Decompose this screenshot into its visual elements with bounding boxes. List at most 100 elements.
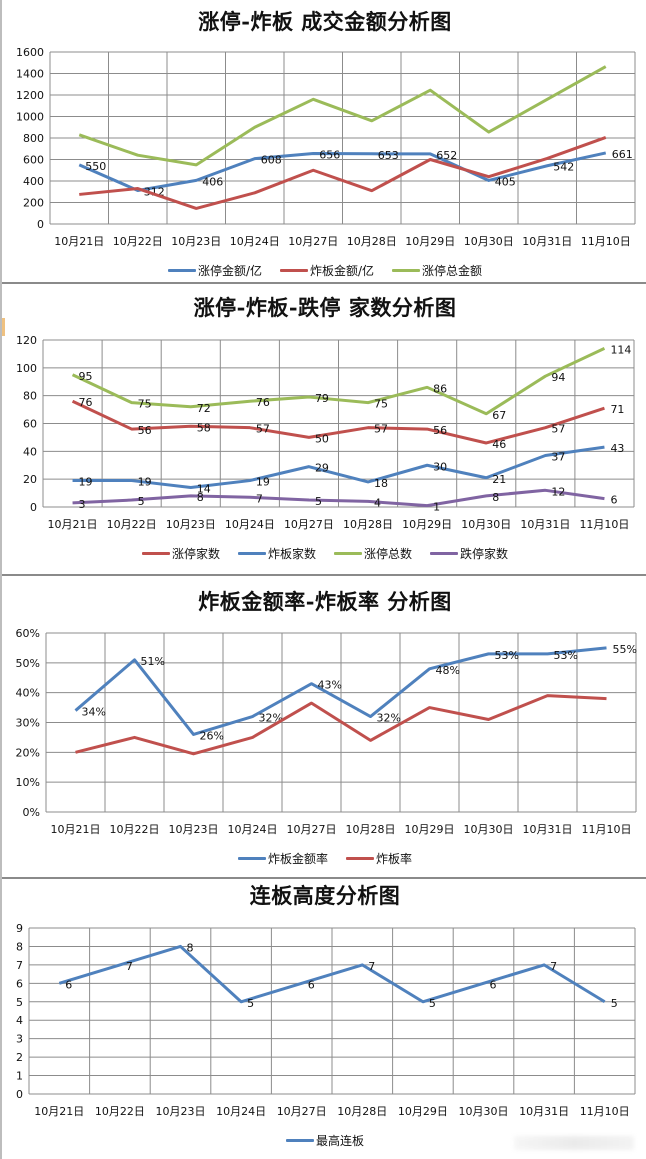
data-label: 7 <box>550 960 557 973</box>
data-label: 19 <box>138 476 152 489</box>
x-tick-label: 10月21日 <box>51 823 101 836</box>
data-label: 32% <box>259 712 283 725</box>
data-label: 6 <box>490 978 497 991</box>
data-label: 652 <box>436 149 457 162</box>
chart-title: 连板高度分析图 <box>249 883 401 908</box>
x-tick-label: 10月30日 <box>464 823 514 836</box>
y-tick-label: 1200 <box>16 89 44 102</box>
legend-item: 涨停总金额 <box>392 262 482 279</box>
legend-swatch <box>237 857 266 860</box>
x-tick-label: 10月27日 <box>277 1105 327 1118</box>
data-label: 56 <box>138 424 152 437</box>
legend-label: 涨停家数 <box>171 547 220 561</box>
data-label: 1 <box>433 501 440 514</box>
y-tick-label: 30% <box>16 717 40 730</box>
y-tick-label: 10% <box>16 776 40 789</box>
legend-swatch <box>346 857 374 860</box>
data-label: 3 <box>79 498 86 511</box>
x-tick-label: 10月23日 <box>169 823 219 836</box>
data-label: 5 <box>429 997 436 1010</box>
legend-label: 最高连板 <box>315 1134 364 1148</box>
data-label: 75 <box>138 398 152 411</box>
data-label: 56 <box>433 424 447 437</box>
data-label: 72 <box>197 402 211 415</box>
data-label: 5 <box>247 997 254 1010</box>
legend-swatch <box>392 269 421 272</box>
panel-divider <box>2 574 646 576</box>
x-tick-label: 10月31日 <box>522 235 572 248</box>
x-tick-label: 10月28日 <box>346 823 396 836</box>
data-label: 95 <box>79 370 93 383</box>
data-label: 5 <box>138 495 145 508</box>
data-label: 7 <box>126 960 133 973</box>
y-tick-label: 1400 <box>16 68 44 81</box>
chart-title: 涨停-炸板-跌停 家数分析图 <box>193 295 457 320</box>
x-tick-label: 10月23日 <box>171 235 221 248</box>
series-line <box>58 944 606 1004</box>
x-tick-label: 10月21日 <box>48 518 98 531</box>
data-label: 55% <box>613 643 637 656</box>
data-label: 57 <box>551 423 565 436</box>
legend-item: 炸板率 <box>346 850 412 867</box>
x-tick-label: 11月10日 <box>581 235 631 248</box>
panel-divider <box>2 877 646 879</box>
data-label: 8 <box>492 491 499 504</box>
data-label: 26% <box>200 729 224 742</box>
series-line <box>72 488 605 508</box>
data-label: 76 <box>79 396 93 409</box>
data-label: 114 <box>610 343 631 356</box>
legend-item: 涨停总数 <box>334 545 412 562</box>
data-label: 19 <box>256 476 270 489</box>
x-tick-label: 10月21日 <box>54 235 104 248</box>
x-tick-label: 10月21日 <box>34 1105 84 1118</box>
series-line <box>71 399 605 445</box>
series-line <box>75 694 607 756</box>
x-tick-label: 10月30日 <box>459 1105 509 1118</box>
grid <box>42 339 635 508</box>
y-tick-label: 200 <box>23 197 44 210</box>
x-tick-label: 10月23日 <box>156 1105 206 1118</box>
data-label: 550 <box>85 160 106 173</box>
data-label: 30 <box>433 460 447 473</box>
x-tick-label: 10月27日 <box>288 235 338 248</box>
data-label: 43 <box>610 442 624 455</box>
data-label: 405 <box>495 175 516 188</box>
x-tick-label: 10月30日 <box>464 235 514 248</box>
y-tick-label: 8 <box>16 940 23 953</box>
data-label: 86 <box>433 382 447 395</box>
legend-swatch <box>237 552 266 555</box>
data-label: 6 <box>610 494 617 507</box>
y-tick-label: 20% <box>16 746 40 759</box>
data-label: 5 <box>315 495 322 508</box>
data-label: 75 <box>374 398 388 411</box>
legend-swatch <box>141 552 170 555</box>
y-tick-label: 1000 <box>16 111 44 124</box>
data-label: 6 <box>308 978 315 991</box>
chart-title: 涨停-炸板 成交金额分析图 <box>198 9 452 34</box>
x-tick-label: 10月24日 <box>225 518 275 531</box>
data-label: 94 <box>551 371 565 384</box>
x-tick-label: 10月23日 <box>166 518 216 531</box>
grid <box>45 632 637 813</box>
watermark <box>514 1136 634 1150</box>
data-label: 4 <box>374 496 381 509</box>
y-tick-label: 400 <box>23 175 44 188</box>
series-line <box>72 445 605 490</box>
grid <box>49 51 636 225</box>
x-tick-label: 10月31日 <box>523 823 573 836</box>
legend-label: 涨停金额/亿 <box>197 264 262 278</box>
x-tick-label: 10月29日 <box>398 1105 448 1118</box>
x-tick-label: 10月22日 <box>110 823 160 836</box>
y-tick-label: 1 <box>16 1070 23 1083</box>
y-tick-label: 80 <box>23 390 37 403</box>
data-label: 14 <box>197 483 211 496</box>
data-label: 48% <box>436 664 460 677</box>
x-tick-label: 10月29日 <box>405 235 455 248</box>
panel-divider <box>2 282 646 284</box>
x-tick-label: 11月10日 <box>580 1105 630 1118</box>
y-tick-label: 20 <box>23 473 37 486</box>
data-label: 53% <box>554 649 578 662</box>
data-label: 34% <box>82 706 106 719</box>
